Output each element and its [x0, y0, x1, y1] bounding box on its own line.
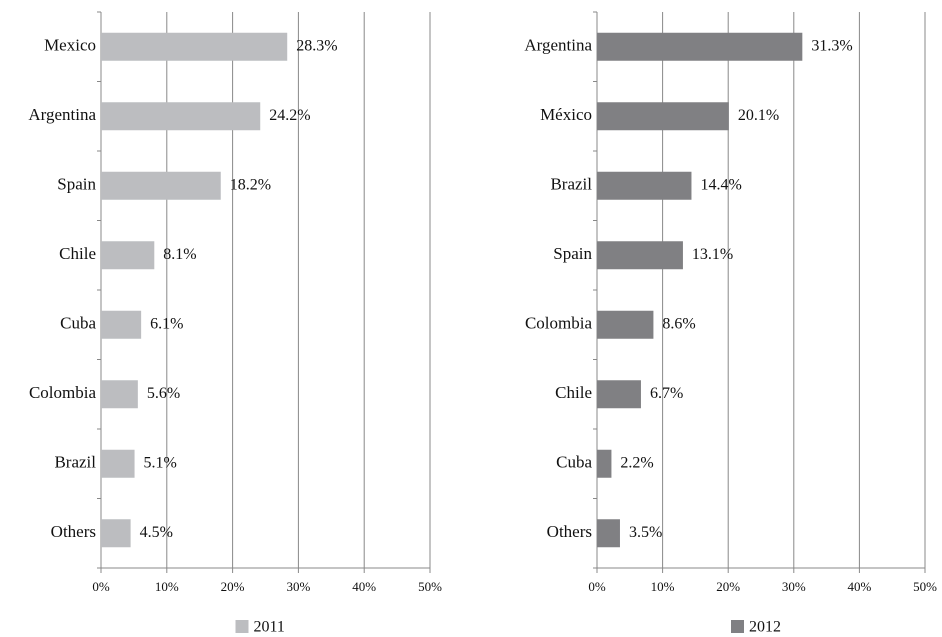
bar [597, 380, 641, 409]
legend-swatch [731, 620, 744, 633]
data-label: 14.4% [700, 176, 741, 193]
data-label: 8.1% [163, 246, 196, 263]
data-label: 31.3% [811, 37, 852, 54]
data-label: 5.6% [147, 385, 180, 402]
data-label: 6.7% [650, 385, 683, 402]
y-tick-label: Brazil [54, 453, 96, 472]
data-label: 3.5% [629, 524, 662, 541]
bar [101, 519, 131, 548]
x-tick-label: 0% [588, 579, 606, 594]
x-tick-label: 40% [847, 579, 871, 594]
x-tick-label: 30% [286, 579, 310, 594]
x-tick-label: 30% [782, 579, 806, 594]
x-tick-label: 40% [352, 579, 376, 594]
x-tick-label: 20% [716, 579, 740, 594]
bar [101, 102, 261, 131]
data-label: 13.1% [692, 246, 733, 263]
bar [101, 171, 221, 200]
data-label: 2.2% [620, 454, 653, 471]
x-tick-label: 10% [155, 579, 179, 594]
bar [597, 310, 654, 339]
bar [101, 241, 155, 270]
data-label: 8.6% [662, 315, 695, 332]
bar [101, 380, 138, 409]
legend-label: 2012 [749, 619, 781, 636]
y-tick-label: Brazil [550, 175, 592, 194]
data-label: 20.1% [738, 107, 779, 124]
y-tick-label: Mexico [44, 36, 96, 55]
y-tick-label: Chile [555, 383, 592, 402]
y-tick-label: México [540, 105, 592, 124]
bar [597, 241, 683, 270]
y-tick-label: Cuba [60, 314, 96, 333]
data-label: 6.1% [150, 315, 183, 332]
data-label: 28.3% [296, 37, 337, 54]
x-tick-label: 10% [651, 579, 675, 594]
bar [597, 32, 803, 61]
y-tick-label: Chile [59, 244, 96, 263]
y-tick-label: Argentina [28, 105, 96, 124]
y-tick-label: Colombia [525, 314, 593, 333]
data-label: 5.1% [144, 454, 177, 471]
x-tick-label: 50% [418, 579, 442, 594]
y-tick-label: Others [547, 522, 592, 541]
legend-swatch [235, 620, 249, 633]
y-tick-label: Spain [57, 175, 96, 194]
bar [101, 310, 142, 339]
x-tick-label: 50% [913, 579, 937, 594]
data-label: 18.2% [230, 176, 271, 193]
data-label: 4.5% [140, 524, 173, 541]
bar [101, 32, 288, 61]
bar [101, 449, 135, 478]
bar [597, 102, 729, 131]
y-tick-label: Others [51, 522, 96, 541]
legend-label: 2011 [254, 619, 285, 636]
x-tick-label: 20% [221, 579, 245, 594]
x-tick-label: 0% [92, 579, 110, 594]
y-tick-label: Argentina [524, 36, 592, 55]
y-tick-label: Colombia [29, 383, 97, 402]
data-label: 24.2% [269, 107, 310, 124]
y-tick-label: Spain [553, 244, 592, 263]
bar [597, 449, 612, 478]
bar [597, 519, 620, 548]
bar [597, 171, 692, 200]
y-tick-label: Cuba [556, 453, 592, 472]
